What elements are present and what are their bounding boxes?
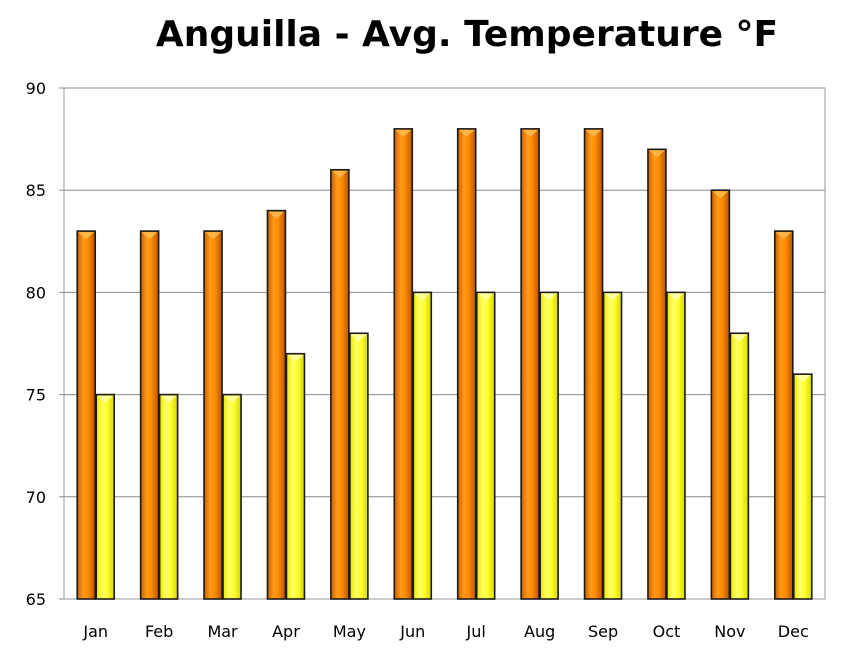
bar-series-1-oct [666,291,686,600]
bar [710,189,731,600]
bar-series-0-feb [139,230,160,600]
bar-series-1-dec [792,373,813,600]
bar-top-bevel [287,354,304,362]
bar-top-bevel [648,150,665,158]
bar-series-1-jan [95,393,116,600]
bar-top-bevel [794,375,811,383]
bar [729,332,750,600]
y-tick-label: 85 [26,181,46,200]
y-axis-ticks: 65 70 75 80 85 90 [26,79,46,609]
x-tick-label: Oct [653,622,681,641]
bar [583,128,604,600]
bar-series-1-nov [729,332,750,600]
x-tick-label: Nov [714,622,745,641]
bar [95,393,116,600]
bar-series-0-jul [456,128,477,600]
bar-top-bevel [160,395,177,403]
bar-top-bevel [395,129,412,137]
bars [76,128,813,600]
x-tick-label: Apr [272,622,300,641]
bar-series-0-sep [583,128,604,600]
bar-top-bevel [522,129,539,137]
bar-series-0-dec [773,230,794,600]
y-tick-label: 65 [26,590,46,609]
x-tick-label: Jun [399,622,425,641]
bar [139,230,160,600]
x-tick-label: Feb [145,622,173,641]
bar [222,393,242,600]
bar [647,148,667,600]
bar [285,352,306,600]
gridlines [59,87,826,600]
chart-title: Anguilla - Avg. Temperature °F [155,14,779,55]
bar-top-bevel [712,191,729,199]
bar-top-bevel [268,211,285,219]
bar-series-0-nov [710,189,731,600]
bar [456,128,477,600]
bar [666,291,686,600]
bar [475,291,496,600]
x-tick-label: Mar [207,622,238,641]
bar-top-bevel [97,395,114,403]
bar-series-0-may [330,168,350,600]
bar [393,128,414,600]
bar-series-1-jul [475,291,496,600]
bar [412,291,433,600]
bar-top-bevel [350,334,367,342]
bar-top-bevel [775,232,792,240]
bar-series-1-sep [602,291,623,600]
y-tick-label: 80 [26,283,46,302]
bar-top-bevel [604,293,621,301]
bar-top-bevel [78,232,95,240]
bar [203,230,223,600]
bar-top-bevel [477,293,494,301]
bar [539,291,559,600]
bar [330,168,350,600]
bar-top-bevel [667,293,684,301]
bar [349,332,369,600]
bar-top-bevel [141,232,158,240]
x-tick-label: Dec [778,622,809,641]
x-tick-label: Sep [588,622,618,641]
bar-series-0-mar [203,230,223,600]
bar-series-1-may [349,332,369,600]
bar-top-bevel [224,395,241,403]
bar-series-1-jun [412,291,433,600]
x-tick-label: Jul [466,622,486,641]
bar-top-bevel [541,293,558,301]
bar-top-bevel [458,129,475,137]
bar-series-0-jun [393,128,414,600]
bar-top-bevel [331,170,348,178]
bar-top-bevel [585,129,602,137]
bar-series-1-aug [539,291,559,600]
x-tick-label: Aug [524,622,555,641]
y-tick-label: 75 [26,386,46,405]
bar-series-0-oct [647,148,667,600]
bar [792,373,813,600]
x-axis-ticks: Jan Feb Mar Apr May Jun Jul Aug Sep Oct Nov Dec [82,622,808,641]
bar [266,209,287,600]
bar-series-0-aug [520,128,540,600]
bar-series-1-apr [285,352,306,600]
bar [158,393,179,600]
bar-top-bevel [731,334,748,342]
bar-top-bevel [205,232,222,240]
bar [773,230,794,600]
y-tick-label: 70 [26,488,46,507]
bar-series-0-apr [266,209,287,600]
bar-series-1-feb [158,393,179,600]
bar [520,128,540,600]
bar-series-0-jan [76,230,97,600]
bar [76,230,97,600]
bar-top-bevel [414,293,431,301]
x-tick-label: Jan [82,622,108,641]
bar [602,291,623,600]
y-tick-label: 90 [26,79,46,98]
bar-series-1-mar [222,393,242,600]
x-tick-label: May [333,622,366,641]
